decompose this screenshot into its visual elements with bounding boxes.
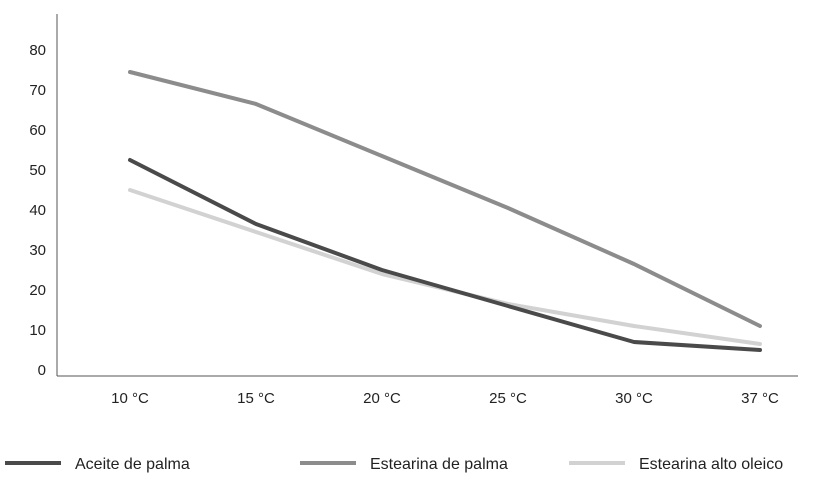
series-line-1 xyxy=(128,70,762,328)
y-tick-label: 30 xyxy=(29,242,46,259)
y-tick-label: 20 xyxy=(29,282,46,299)
series-line-0 xyxy=(128,158,762,352)
x-tick-label: 30 °C xyxy=(615,390,653,407)
y-tick-label: 0 xyxy=(38,362,46,379)
x-tick-label: 10 °C xyxy=(111,390,149,407)
y-tick-label: 50 xyxy=(29,162,46,179)
legend: Aceite de palma Estearina de palma Esteari… xyxy=(5,456,783,473)
series-line-2 xyxy=(128,188,762,346)
y-tick-label: 70 xyxy=(29,82,46,99)
x-tick-label: 15 °C xyxy=(237,390,275,407)
x-tick-label: 37 °C xyxy=(741,390,779,407)
y-tick-label: 10 xyxy=(29,322,46,339)
y-axis-ticks: 0 10 20 30 40 50 60 70 80 xyxy=(29,42,46,379)
x-tick-label: 25 °C xyxy=(489,390,527,407)
x-tick-label: 20 °C xyxy=(363,390,401,407)
y-tick-label: 40 xyxy=(29,202,46,219)
series-lines xyxy=(128,70,762,352)
x-axis-ticks: 10 °C 15 °C 20 °C 25 °C 30 °C 37 °C xyxy=(111,390,779,407)
legend-label: Aceite de palma xyxy=(75,456,190,473)
legend-label: Estearina de palma xyxy=(370,456,508,473)
legend-label: Estearina alto oleico xyxy=(639,456,783,473)
y-tick-label: 80 xyxy=(29,42,46,59)
y-tick-label: 60 xyxy=(29,122,46,139)
